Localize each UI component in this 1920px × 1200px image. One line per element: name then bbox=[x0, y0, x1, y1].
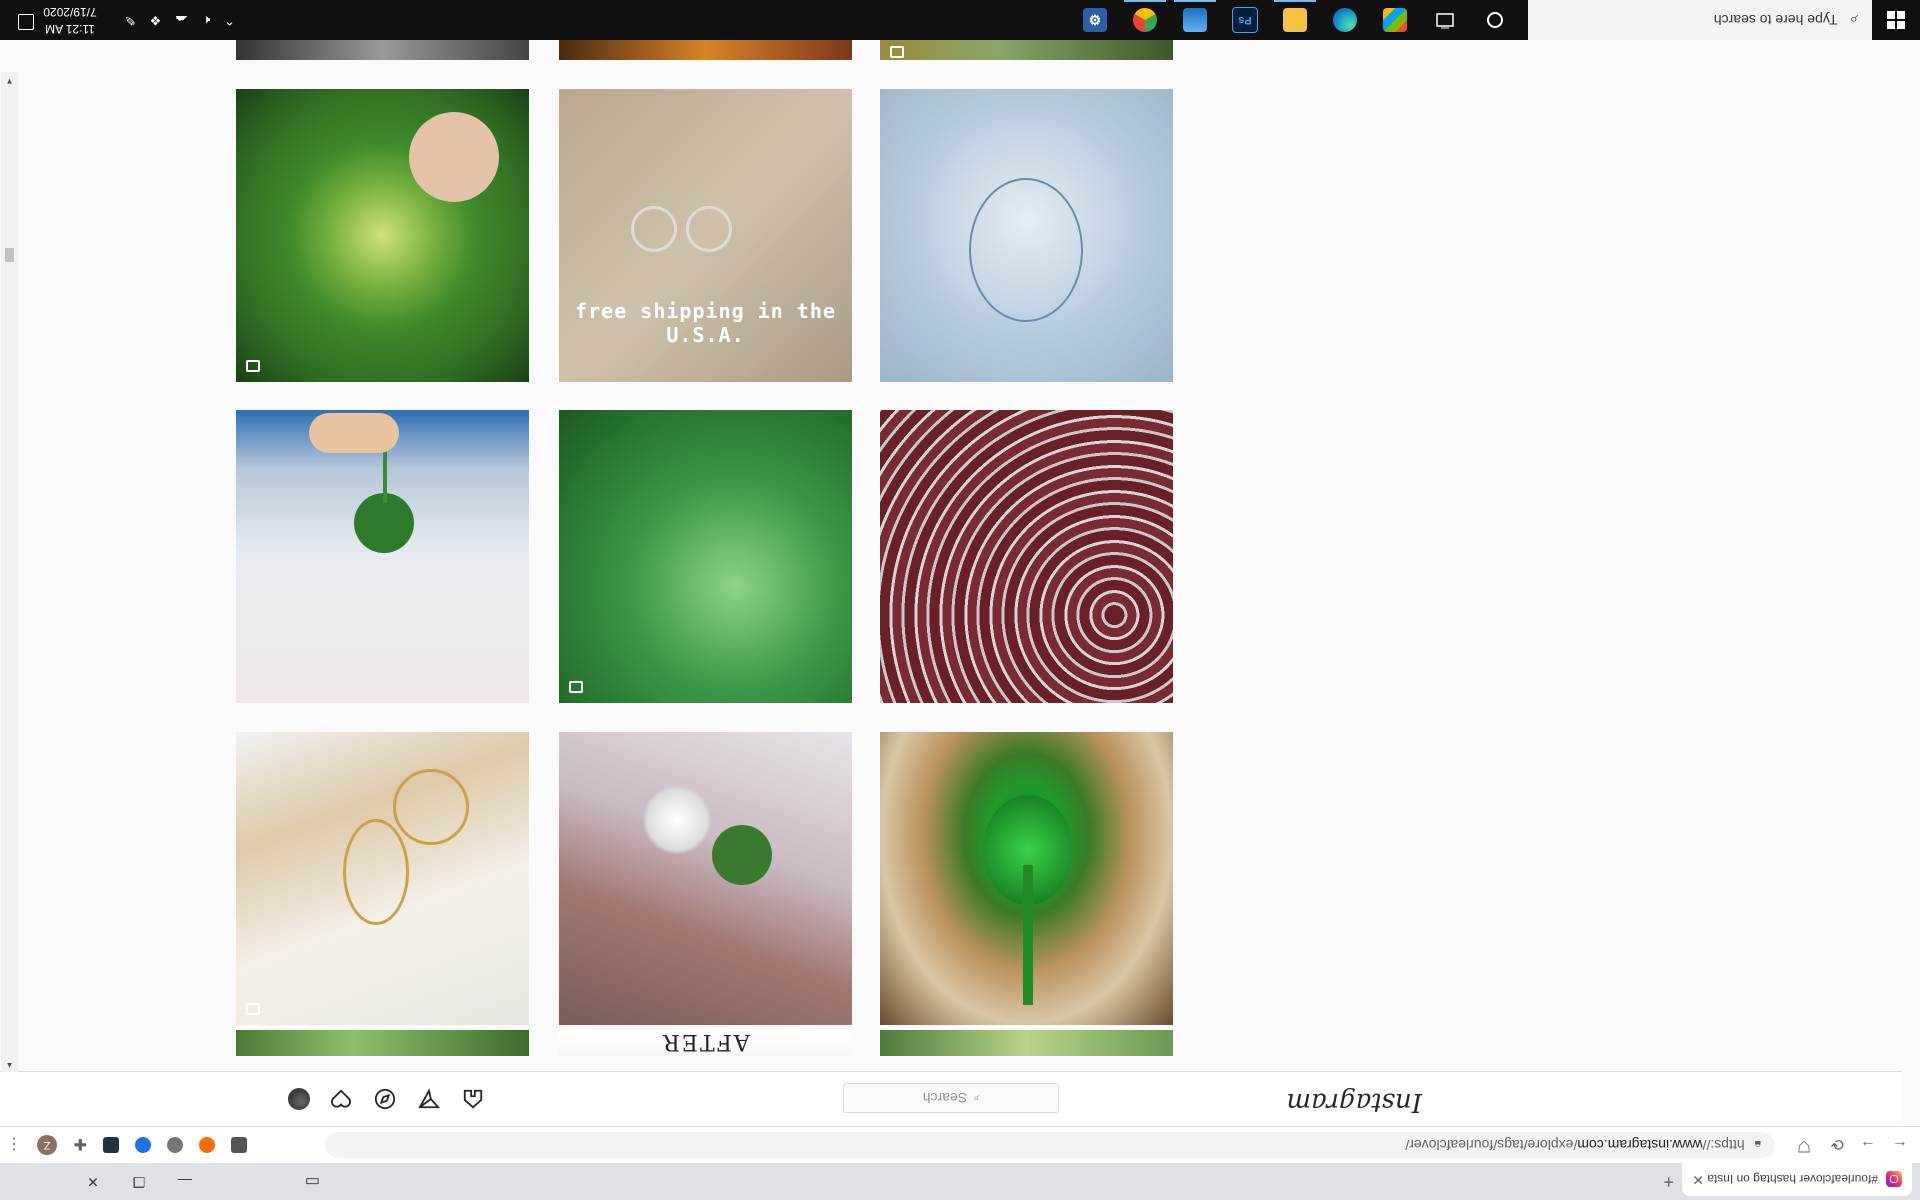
post-tile-four-leaf-clover[interactable] bbox=[236, 89, 529, 382]
lock-icon: 🔒︎ bbox=[1754, 1138, 1761, 1153]
taskbar-clock[interactable]: 11:21 AM 7/19/2020 bbox=[30, 3, 110, 37]
taskbar-pinned-apps: Ps ⚙ bbox=[1070, 0, 1520, 40]
site-info-icon[interactable]: ⛉ bbox=[1797, 1137, 1810, 1154]
edge-browser-icon[interactable] bbox=[1320, 0, 1370, 40]
reload-icon[interactable]: ⟳ bbox=[1830, 1135, 1844, 1152]
task-view-icon[interactable] bbox=[1420, 0, 1470, 40]
carousel-icon bbox=[246, 1003, 260, 1015]
post-tile[interactable]: AFTER bbox=[559, 1030, 852, 1056]
activity-heart-icon[interactable] bbox=[328, 1086, 354, 1112]
post-caption-after: AFTER bbox=[661, 1030, 750, 1054]
tab-close-icon[interactable]: ✕ bbox=[1692, 1172, 1704, 1188]
photoshop-icon[interactable]: Ps bbox=[1220, 0, 1270, 40]
post-tile-clover-patch[interactable] bbox=[559, 410, 852, 703]
carousel-icon bbox=[246, 360, 260, 372]
post-tile[interactable] bbox=[559, 40, 852, 60]
post-tile-hand-clover[interactable] bbox=[236, 410, 529, 703]
post-tile[interactable] bbox=[236, 40, 529, 60]
microsoft-store-icon[interactable] bbox=[1370, 0, 1420, 40]
search-icon: ⌕ bbox=[973, 1092, 980, 1105]
carousel-icon bbox=[890, 46, 904, 58]
pen-workspace-icon[interactable]: ✎ bbox=[124, 13, 136, 28]
search-placeholder: Search bbox=[922, 1090, 968, 1106]
post-caption-shipping: free shipping in the U.S.A. bbox=[575, 299, 836, 347]
profile-avatar[interactable]: Z bbox=[37, 1135, 57, 1155]
carousel-icon bbox=[569, 681, 583, 693]
tab-title: #fourleafclover hashtag on Insta bbox=[1708, 1172, 1878, 1187]
extension-icon-5[interactable] bbox=[103, 1137, 119, 1153]
onedrive-cloud-icon[interactable]: ☁ bbox=[175, 13, 189, 28]
post-tile-girl-sketch[interactable] bbox=[880, 89, 1173, 382]
page-scrollbar[interactable]: ▲ ▼ bbox=[1, 72, 18, 1072]
instagram-favicon-icon bbox=[1886, 1171, 1902, 1188]
post-tile[interactable] bbox=[880, 40, 1173, 60]
url-scheme: https:// bbox=[1702, 1137, 1745, 1153]
clock-time: 11:21 AM bbox=[45, 22, 95, 36]
extension-icon-4[interactable] bbox=[135, 1137, 151, 1153]
instagram-nav-icons bbox=[288, 1086, 486, 1112]
back-icon[interactable]: ← bbox=[1892, 1137, 1908, 1154]
settings-gear-icon[interactable]: ⚙ bbox=[1070, 0, 1120, 40]
window-controls: — ❐ ✕ bbox=[70, 1163, 208, 1200]
forward-icon[interactable]: → bbox=[1860, 1137, 1876, 1154]
browser-tab[interactable]: #fourleafclover hashtag on Insta ✕ bbox=[1682, 1163, 1912, 1196]
cortana-icon[interactable] bbox=[1470, 0, 1520, 40]
scrollbar-thumb[interactable] bbox=[5, 248, 14, 262]
photos-app-icon[interactable] bbox=[1170, 0, 1220, 40]
post-tile-gold-earrings[interactable] bbox=[236, 732, 529, 1025]
action-center-icon[interactable] bbox=[18, 14, 34, 30]
instagram-logo[interactable]: Instagram bbox=[1286, 1087, 1422, 1117]
post-tile[interactable] bbox=[236, 1030, 529, 1056]
post-tile[interactable] bbox=[880, 1030, 1173, 1056]
post-tile-dog-clover[interactable] bbox=[559, 732, 852, 1025]
menu-kebab-icon[interactable]: ⋮ bbox=[6, 1135, 22, 1152]
search-icon: ⌕ bbox=[1849, 11, 1858, 29]
dropbox-icon[interactable]: ❖ bbox=[149, 13, 162, 28]
direct-messages-icon[interactable] bbox=[416, 1086, 442, 1112]
windows-start-icon[interactable] bbox=[1872, 0, 1920, 40]
extension-icon-3[interactable] bbox=[167, 1137, 183, 1153]
profile-avatar-icon[interactable] bbox=[288, 1088, 310, 1110]
chrome-browser-icon[interactable] bbox=[1120, 0, 1170, 40]
url-host: www.instagram.com bbox=[1577, 1137, 1703, 1153]
windows-taskbar: ⌕ Type here to search Ps ⚙ ⌃ 🔈︎ ☁ ❖ ✎ 11… bbox=[0, 0, 1920, 40]
volume-icon[interactable]: 🔈︎ bbox=[202, 13, 211, 28]
close-window-icon[interactable]: ✕ bbox=[87, 1174, 99, 1190]
new-tab-icon[interactable]: + bbox=[1663, 1172, 1674, 1192]
extension-icon-1[interactable] bbox=[231, 1137, 247, 1153]
system-tray: ⌃ 🔈︎ ☁ ❖ ✎ bbox=[125, 0, 235, 40]
instagram-navbar: Instagram ⌕ Search bbox=[0, 1071, 1902, 1126]
tab-search-icon[interactable]: ▭ bbox=[304, 1173, 320, 1190]
post-tile-clover-pattern[interactable] bbox=[880, 410, 1173, 703]
file-explorer-icon[interactable] bbox=[1270, 0, 1320, 40]
show-hidden-icons-icon[interactable]: ⌃ bbox=[224, 13, 235, 28]
explore-compass-icon[interactable] bbox=[372, 1086, 398, 1112]
scroll-up-icon[interactable]: ▲ bbox=[5, 1061, 14, 1070]
taskbar-search-placeholder: Type here to search bbox=[1713, 12, 1838, 28]
instagram-search-input[interactable]: ⌕ Search bbox=[843, 1083, 1059, 1113]
extension-icon-2[interactable] bbox=[199, 1137, 215, 1153]
browser-tabstrip: #fourleafclover hashtag on Insta ✕ + — ❐… bbox=[0, 1163, 1920, 1200]
post-tile-earrings-wood[interactable]: free shipping in the U.S.A. bbox=[559, 89, 852, 382]
url-path: /explore/tags/fourleafclover/ bbox=[1405, 1137, 1578, 1153]
address-bar[interactable]: 🔒︎ https:// www.instagram.com /explore/t… bbox=[325, 1132, 1775, 1158]
home-icon[interactable] bbox=[460, 1086, 486, 1112]
post-tile-crystal-clover[interactable] bbox=[880, 732, 1173, 1025]
browser-toolbar: ← → ⟳ ⛉ 🔒︎ https:// www.instagram.com /e… bbox=[0, 1126, 1920, 1163]
taskbar-search-input[interactable]: ⌕ Type here to search bbox=[1528, 0, 1872, 40]
restore-icon[interactable]: ❐ bbox=[132, 1174, 146, 1190]
clock-date: 7/19/2020 bbox=[43, 5, 97, 19]
scroll-down-icon[interactable]: ▼ bbox=[5, 77, 14, 86]
extensions-puzzle-icon[interactable]: ✚ bbox=[73, 1135, 87, 1152]
minimize-icon[interactable]: — bbox=[178, 1173, 192, 1190]
